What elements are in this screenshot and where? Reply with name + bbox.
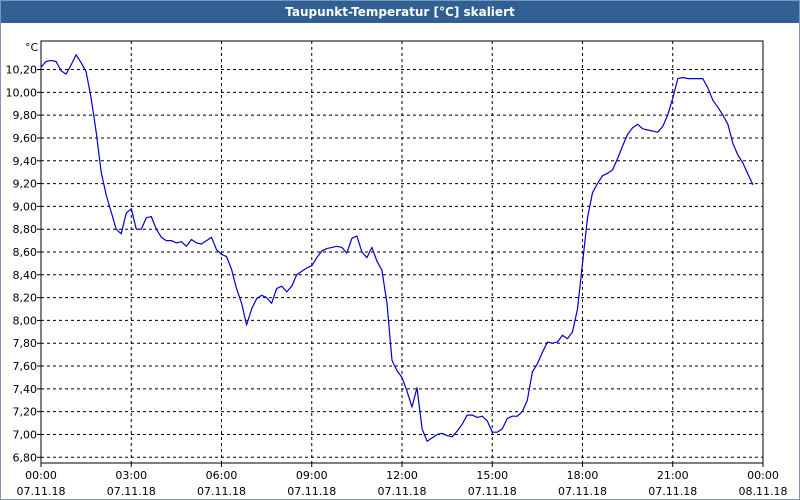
x-tick-date-label: 07.11.18: [107, 485, 156, 498]
y-tick-label: 8,40: [13, 269, 38, 282]
y-tick-label: 10,20: [6, 64, 38, 77]
x-tick-time-label: 00:00: [747, 469, 779, 482]
x-tick-time-label: 09:00: [296, 469, 328, 482]
y-tick-label: 9,40: [13, 155, 38, 168]
x-tick-time-label: 06:00: [206, 469, 238, 482]
y-tick-label: 7,20: [13, 406, 38, 419]
y-tick-label: 9,80: [13, 109, 38, 122]
y-tick-label: 8,60: [13, 246, 38, 259]
x-tick-time-label: 12:00: [386, 469, 418, 482]
y-axis-unit-label: °C: [25, 41, 39, 54]
x-tick-date-label: 07.11.18: [287, 485, 336, 498]
y-tick-label: 7,40: [13, 383, 38, 396]
series-line: [40, 54, 754, 442]
x-tick-date-label: 08.11.18: [739, 485, 788, 498]
x-tick-date-label: 07.11.18: [197, 485, 246, 498]
x-tick-time-label: 18:00: [567, 469, 599, 482]
y-tick-label: 7,00: [13, 428, 38, 441]
y-tick-label: 8,20: [13, 292, 38, 305]
x-tick-time-label: 03:00: [115, 469, 147, 482]
x-tick-date-label: 07.11.18: [648, 485, 697, 498]
x-tick-date-label: 07.11.18: [558, 485, 607, 498]
x-tick-date-label: 07.11.18: [468, 485, 517, 498]
y-tick-label: 8,00: [13, 314, 38, 327]
x-tick-date-label: 07.11.18: [378, 485, 427, 498]
y-tick-label: 9,60: [13, 132, 38, 145]
y-tick-label: 7,60: [13, 360, 38, 373]
y-tick-label: 10,00: [6, 86, 38, 99]
y-tick-label: 6,80: [13, 451, 38, 464]
y-tick-label: 7,80: [13, 337, 38, 350]
x-tick-time-label: 00:00: [25, 469, 57, 482]
y-tick-label: 8,80: [13, 223, 38, 236]
y-tick-label: 9,00: [13, 200, 38, 213]
x-tick-date-label: 07.11.18: [17, 485, 66, 498]
x-tick-time-label: 21:00: [657, 469, 689, 482]
x-tick-time-label: 15:00: [476, 469, 508, 482]
window-title: Taupunkt-Temperatur [°C] skaliert: [1, 1, 799, 23]
y-tick-label: 9,20: [13, 178, 38, 191]
